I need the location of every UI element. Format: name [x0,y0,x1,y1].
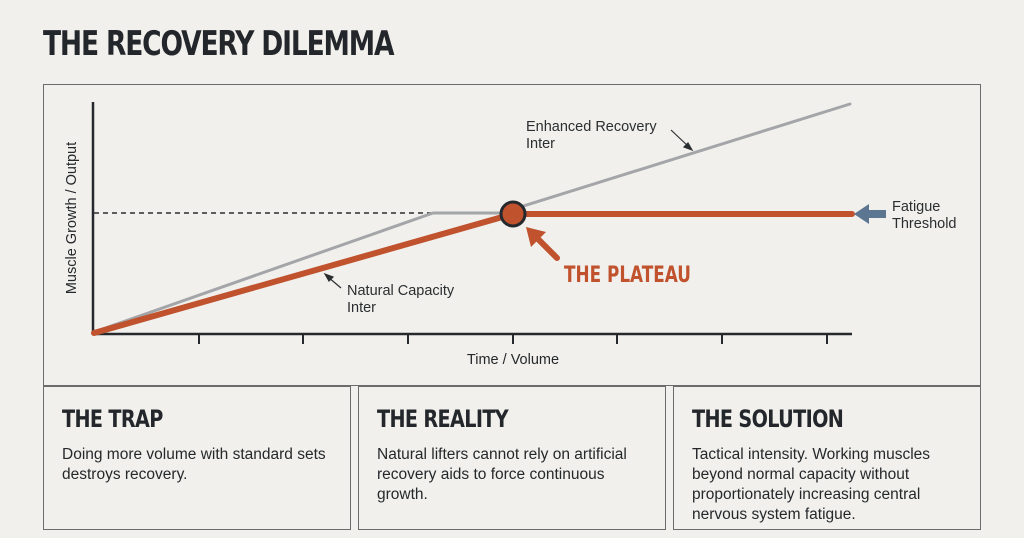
panel-title: THE TRAP [62,405,163,433]
panel-title: THE REALITY [377,405,509,433]
page-title: THE RECOVERY DILEMMA [43,24,394,64]
panel-body: Natural lifters cannot rely on artificia… [377,446,627,503]
enhanced-recovery-label-line2: Inter [526,136,555,152]
enhanced-label-arrow-icon [670,129,694,152]
y-axis-label: Muscle Growth / Output [64,142,80,294]
plateau-arrow-icon [526,227,560,261]
fatigue-threshold-label-line1: Fatigue [892,199,940,215]
line-chart: Muscle Growth / Output Time / Volume Enh… [64,102,956,368]
panel-the-trap: THE TRAP Doing more volume with standard… [43,386,351,530]
threshold-arrow-icon [854,204,886,224]
natural-capacity-label-line2: Inter [347,300,376,316]
enhanced-recovery-line [92,102,852,334]
natural-capacity-label-line1: Natural Capacity [347,283,455,299]
natural-capacity-line [91,211,855,336]
x-axis-label: Time / Volume [467,352,559,368]
x-axis-ticks [198,334,828,344]
fatigue-threshold-label-line2: Threshold [892,216,956,232]
enhanced-recovery-label-line1: Enhanced Recovery [526,119,657,135]
plateau-marker [499,200,527,228]
panel-body: Tactical intensity. Working muscles beyo… [692,446,931,523]
panel-the-solution: THE SOLUTION Tactical intensity. Working… [673,386,981,530]
panel-the-reality: THE REALITY Natural lifters cannot rely … [358,386,666,530]
chart-container: Muscle Growth / Output Time / Volume Enh… [43,84,981,386]
plateau-label: THE PLATEAU [564,263,691,288]
panel-title: THE SOLUTION [692,405,844,433]
panel-body: Doing more volume with standard sets des… [62,446,326,483]
natural-label-arrow-icon [323,272,342,289]
